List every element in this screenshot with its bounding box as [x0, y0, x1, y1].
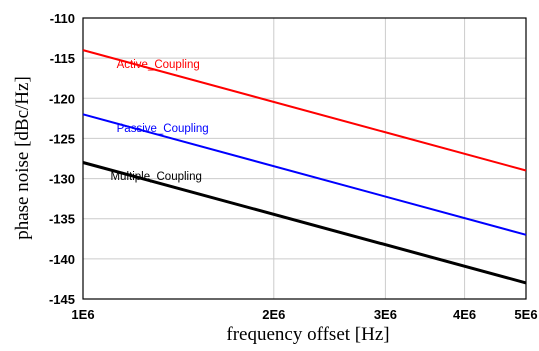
x-tick-label: 4E6	[453, 307, 476, 322]
x-tick-label: 2E6	[262, 307, 285, 322]
y-axis-label: phase noise [dBc/Hz]	[12, 76, 33, 240]
y-tick-label: -115	[50, 51, 75, 66]
active-coupling-line	[82, 49, 527, 172]
y-tick-label: -140	[49, 252, 75, 267]
y-tick-label: -125	[49, 131, 75, 146]
y-tick-label: -130	[49, 172, 75, 187]
x-tick-labels: 1E6 2E6 3E6 4E6 5E6	[71, 307, 537, 322]
plot-frame	[82, 17, 527, 300]
series-lines	[82, 49, 527, 285]
x-tick-label: 5E6	[514, 307, 537, 322]
x-tick-label: 1E6	[71, 307, 94, 322]
y-tick-labels: -110 -115 -120 -125 -130 -135 -140 -145	[49, 11, 75, 307]
passive-coupling-line	[82, 113, 527, 236]
y-tick-label: -110	[50, 11, 75, 26]
x-axis-label: frequency offset [Hz]	[226, 324, 389, 345]
x-tick-label: 3E6	[374, 307, 397, 322]
y-tick-label: -135	[49, 212, 75, 227]
y-tick-label: -120	[49, 91, 75, 106]
series-labels: Active_Coupling Passive_Coupling Multiple_…	[110, 59, 208, 183]
passive-coupling-label: Passive_Coupling	[117, 123, 209, 135]
active-coupling-label: Active_Coupling	[117, 59, 200, 71]
y-tick-label: -145	[49, 292, 75, 307]
multiple-coupling-label: Multiple_Coupling	[110, 171, 201, 183]
multiple-coupling-line	[82, 161, 527, 285]
